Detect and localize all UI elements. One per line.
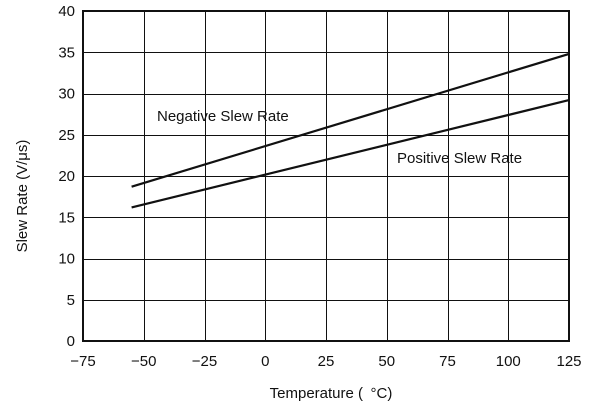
series-line-positive bbox=[131, 99, 570, 209]
y-tick-label: 25 bbox=[58, 127, 75, 144]
x-tick-label: 50 bbox=[378, 353, 395, 370]
plot-frame bbox=[82, 10, 570, 342]
x-tick-label: −50 bbox=[131, 353, 156, 370]
y-tick-label: 15 bbox=[58, 209, 75, 226]
x-tick-label: −25 bbox=[192, 353, 217, 370]
series-label-positive: Positive Slew Rate bbox=[397, 150, 522, 167]
x-tick-labels: −75 −50 −25 0 25 50 75 100 125 bbox=[70, 353, 581, 370]
x-tick-label: 100 bbox=[496, 353, 521, 370]
series-layer bbox=[131, 52, 570, 209]
x-tick-label: −75 bbox=[70, 353, 95, 370]
x-tick-label: 0 bbox=[261, 353, 269, 370]
x-tick-label: 25 bbox=[318, 353, 335, 370]
series-labels: Negative Slew Rate Positive Slew Rate bbox=[157, 108, 522, 167]
y-tick-label: 35 bbox=[58, 44, 75, 61]
y-tick-labels: 0 5 10 15 20 25 30 35 40 bbox=[58, 3, 75, 350]
x-tick-label: 125 bbox=[556, 353, 581, 370]
y-tick-label: 30 bbox=[58, 86, 75, 103]
series-label-negative: Negative Slew Rate bbox=[157, 108, 289, 125]
x-tick-label: 75 bbox=[439, 353, 456, 370]
y-tick-label: 10 bbox=[58, 251, 75, 268]
y-tick-label: 40 bbox=[58, 3, 75, 20]
y-tick-label: 0 bbox=[67, 333, 75, 350]
grid-layer bbox=[83, 11, 569, 341]
x-axis-title: Temperature ( °C) bbox=[270, 385, 393, 402]
y-tick-label: 5 bbox=[67, 292, 75, 309]
series-line-negative bbox=[131, 52, 570, 188]
y-tick-label: 20 bbox=[58, 168, 75, 185]
y-axis-title: Slew Rate (V/μs) bbox=[14, 140, 31, 253]
